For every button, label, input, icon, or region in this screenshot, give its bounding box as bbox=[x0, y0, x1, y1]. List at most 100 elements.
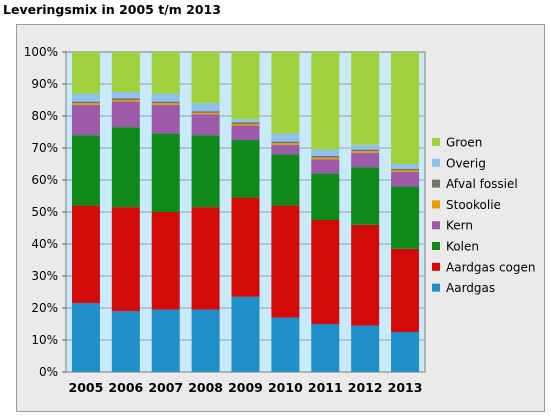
bar-segment-afval-fossiel bbox=[191, 111, 220, 113]
legend-swatch bbox=[432, 283, 440, 292]
x-tick-label: 2011 bbox=[308, 380, 343, 395]
bar-segment-afval-fossiel bbox=[71, 101, 100, 104]
y-tick-label: 20% bbox=[31, 301, 58, 315]
bar-segment-kolen bbox=[71, 135, 100, 206]
bar-segment-kern bbox=[151, 104, 180, 134]
bar-segment-kern bbox=[311, 159, 340, 174]
x-tick-label: 2013 bbox=[388, 380, 423, 395]
legend-swatch bbox=[432, 262, 440, 271]
bar-segment-overig bbox=[111, 92, 140, 99]
bar-segment-kolen bbox=[111, 127, 140, 208]
bar-segment-overig bbox=[231, 119, 260, 123]
bar-segment-overig bbox=[191, 103, 220, 112]
bar-segment-afval-fossiel bbox=[391, 168, 420, 171]
legend-label: Afval fossiel bbox=[446, 177, 518, 191]
bar-segment-aardgas-cogen bbox=[311, 220, 340, 324]
bar-segment-stookolie bbox=[231, 124, 260, 126]
legend-label: Overig bbox=[446, 156, 486, 170]
bar-segment-kern bbox=[351, 152, 380, 168]
bar-segment-groen bbox=[311, 52, 340, 150]
bar-segment-aardgas-cogen bbox=[191, 207, 220, 310]
x-tick-label: 2009 bbox=[228, 380, 263, 395]
y-tick-label: 40% bbox=[31, 237, 58, 251]
bar-segment-kolen bbox=[391, 186, 420, 249]
legend-label: Stookolie bbox=[446, 198, 501, 212]
legend-swatch bbox=[432, 200, 440, 209]
x-tick-label: 2007 bbox=[148, 380, 183, 395]
bar-segment-stookolie bbox=[151, 103, 180, 105]
x-tick-label: 2008 bbox=[188, 380, 223, 395]
y-tick-label: 50% bbox=[31, 205, 58, 219]
bar-segment-aardgas bbox=[111, 311, 140, 372]
bar-segment-aardgas bbox=[311, 324, 340, 372]
bar-segment-afval-fossiel bbox=[311, 156, 340, 158]
bar-segment-groen bbox=[111, 52, 140, 92]
bar-segment-aardgas bbox=[391, 332, 420, 372]
page-title: Leveringsmix in 2005 t/m 2013 bbox=[3, 2, 221, 17]
bar-segment-aardgas-cogen bbox=[71, 205, 100, 304]
bar-segment-afval-fossiel bbox=[151, 101, 180, 104]
y-tick-label: 70% bbox=[31, 141, 58, 155]
bar-segment-aardgas-cogen bbox=[151, 212, 180, 310]
y-tick-label: 60% bbox=[31, 173, 58, 187]
bar-segment-stookolie bbox=[311, 157, 340, 160]
legend-swatch bbox=[432, 221, 440, 230]
x-tick-label: 2006 bbox=[108, 380, 143, 395]
bar-segment-kern bbox=[111, 101, 140, 128]
bar-segment-kern bbox=[191, 114, 220, 136]
bar-segment-aardgas-cogen bbox=[271, 205, 300, 318]
bar-segment-aardgas-cogen bbox=[351, 224, 380, 326]
bar-segment-overig bbox=[311, 149, 340, 156]
bar-segment-aardgas bbox=[271, 317, 300, 372]
x-tick-label: 2005 bbox=[69, 380, 104, 395]
bar-segment-afval-fossiel bbox=[111, 98, 140, 100]
bar-segment-aardgas-cogen bbox=[231, 197, 260, 297]
bar-segment-kolen bbox=[151, 133, 180, 212]
bar-segment-stookolie bbox=[391, 170, 420, 172]
bar-segment-afval-fossiel bbox=[351, 149, 380, 152]
bar-segment-groen bbox=[351, 52, 380, 145]
bar-segment-stookolie bbox=[271, 143, 300, 145]
bar-segment-aardgas bbox=[151, 309, 180, 372]
bar-segment-overig bbox=[71, 93, 100, 102]
bar-segment-aardgas bbox=[71, 303, 100, 372]
bar-segment-groen bbox=[231, 52, 260, 120]
bar-segment-groen bbox=[271, 52, 300, 134]
bar-segment-afval-fossiel bbox=[271, 141, 300, 144]
legend-swatch bbox=[432, 138, 440, 146]
bar-segment-groen bbox=[391, 52, 420, 164]
y-tick-label: 100% bbox=[24, 45, 58, 59]
legend-label: Aardgas cogen bbox=[446, 260, 535, 274]
bar-segment-groen bbox=[151, 52, 180, 94]
bar-segment-aardgas-cogen bbox=[111, 207, 140, 312]
y-tick-label: 30% bbox=[31, 269, 58, 283]
legend-label: Kolen bbox=[446, 240, 479, 254]
bar-segment-kern bbox=[391, 172, 420, 187]
legend-label: Kern bbox=[446, 219, 473, 233]
bar-segment-kolen bbox=[351, 167, 380, 225]
x-tick-label: 2010 bbox=[268, 380, 303, 395]
bar-segment-kolen bbox=[311, 173, 340, 220]
bar-segment-stookolie bbox=[111, 100, 140, 102]
legend-label: Groen bbox=[446, 136, 482, 150]
bar-segment-stookolie bbox=[351, 151, 380, 153]
bar-segment-groen bbox=[191, 52, 220, 104]
bar-segment-kern bbox=[271, 144, 300, 155]
bar-segment-overig bbox=[151, 93, 180, 102]
bar-segment-groen bbox=[71, 52, 100, 94]
y-tick-label: 80% bbox=[31, 109, 58, 123]
legend-swatch bbox=[432, 158, 440, 167]
x-tick-label: 2012 bbox=[348, 380, 383, 395]
bar-segment-stookolie bbox=[71, 103, 100, 105]
bar-segment-kolen bbox=[231, 140, 260, 198]
bar-segment-kern bbox=[71, 104, 100, 136]
legend-swatch bbox=[432, 179, 440, 188]
bar-segment-overig bbox=[271, 133, 300, 142]
bar-segment-overig bbox=[351, 144, 380, 150]
bar-segment-aardgas bbox=[231, 296, 260, 372]
legend-label: Aardgas bbox=[446, 281, 495, 295]
bar-segment-aardgas-cogen bbox=[391, 248, 420, 332]
bar-segment-overig bbox=[391, 164, 420, 169]
bar-segment-kolen bbox=[271, 154, 300, 206]
